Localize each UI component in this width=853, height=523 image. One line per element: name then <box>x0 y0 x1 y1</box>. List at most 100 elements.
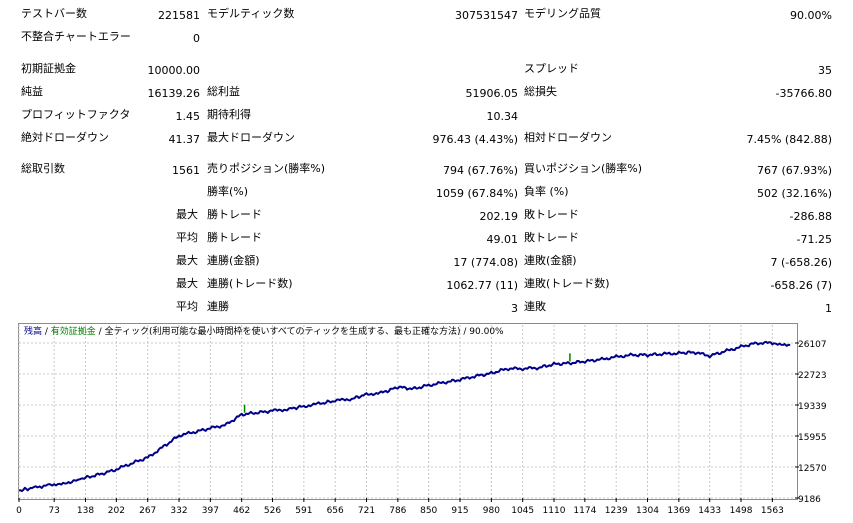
initial-deposit-label: 初期証拠金 <box>21 62 76 75</box>
average-win-value: 49.01 <box>486 233 519 246</box>
profit-factor-label: プロフィットファクタ <box>21 108 131 121</box>
x-tick-label: 267 <box>139 506 156 516</box>
profit-factor-value: 1.45 <box>175 110 201 123</box>
y-tick-label: 12570 <box>798 464 827 474</box>
x-tick-label: 591 <box>295 506 312 516</box>
x-tick-label: 721 <box>358 506 375 516</box>
max-consec-wins-label: 連勝(金額) <box>207 254 260 267</box>
balance-series-line <box>18 340 791 493</box>
max-consec-profit-label: 連勝(トレード数) <box>207 277 293 290</box>
average-prefix: 平均 <box>176 231 198 244</box>
chart-legend: 残高 / 有効証拠金 / 全ティック(利用可能な最小時間枠を使いすべてのティック… <box>24 326 504 338</box>
x-tick-label: 202 <box>108 506 125 516</box>
x-tick-label: 850 <box>420 506 437 516</box>
gross-profit-label: 総利益 <box>207 85 240 98</box>
y-tick-label: 26107 <box>798 340 827 350</box>
expected-payoff-value: 10.34 <box>486 110 519 123</box>
avg-consec-wins-label: 連勝 <box>207 300 229 313</box>
x-tick-label: 1304 <box>636 506 659 516</box>
largest-win-label: 勝トレード <box>207 208 262 221</box>
max-consec-profit-value: 1062.77 (11) <box>446 279 518 292</box>
x-tick-label: 138 <box>77 506 94 516</box>
max-drawdown-label: 最大ドローダウン <box>207 131 295 144</box>
absolute-drawdown-label: 絶対ドローダウン <box>21 131 109 144</box>
model-ticks-label: モデルティック数 <box>207 7 295 20</box>
x-tick-label: 915 <box>451 506 468 516</box>
relative-drawdown-label: 相対ドローダウン <box>524 131 612 144</box>
x-tick-label: 1433 <box>698 506 721 516</box>
loss-rate-value: 502 (32.16%) <box>756 187 832 200</box>
x-tick-label: 786 <box>389 506 406 516</box>
loss-rate-label: 負率 (%) <box>524 185 569 198</box>
x-tick-label: 1239 <box>605 506 628 516</box>
largest-win-value: 202.19 <box>479 210 519 223</box>
win-rate-value: 1059 (67.84%) <box>435 187 518 200</box>
x-tick-label: 980 <box>483 506 500 516</box>
average-loss-value: -71.25 <box>796 233 832 246</box>
model-ticks-value: 307531547 <box>455 9 518 22</box>
max-consec-wins-value: 17 (774.08) <box>453 256 518 269</box>
max-drawdown-value: 976.43 (4.43%) <box>432 133 518 146</box>
spread-label: スプレッド <box>524 62 579 75</box>
x-tick-label: 1498 <box>730 506 753 516</box>
avg-consec-losses-value: 1 <box>825 302 832 315</box>
win-rate-label: 勝率(%) <box>207 185 249 198</box>
expected-payoff-label: 期待利得 <box>207 108 251 121</box>
total-trades-label: 総取引数 <box>21 162 65 175</box>
x-tick-label: 1045 <box>511 506 534 516</box>
legend-separator: / <box>95 327 105 337</box>
total-trades-value: 1561 <box>172 164 200 177</box>
test-bars-value: 221581 <box>158 9 200 22</box>
gross-profit-value: 51906.05 <box>465 87 519 100</box>
spread-value: 35 <box>818 64 832 77</box>
legend-balance: 残高 <box>24 327 43 337</box>
short-positions-value: 794 (67.76%) <box>442 164 518 177</box>
y-tick-label: 15955 <box>798 433 827 443</box>
legend-model: 全ティック(利用可能な最小時間枠を使いすべてのティックを生成する、最も正確な方法… <box>104 327 461 337</box>
net-profit-label: 純益 <box>21 85 43 98</box>
x-tick-label: 1369 <box>667 506 690 516</box>
relative-drawdown-value: 7.45% (842.88) <box>746 133 832 146</box>
short-positions-label: 売りポジション(勝率%) <box>207 162 326 175</box>
x-tick-label: 397 <box>202 506 219 516</box>
x-tick-label: 656 <box>327 506 344 516</box>
avg-consec-prefix: 平均 <box>176 300 198 313</box>
mismatch-errors-value: 0 <box>193 32 200 45</box>
legend-separator: / <box>42 327 51 337</box>
y-tick-label: 19339 <box>798 402 827 412</box>
avg-consec-wins-value: 3 <box>511 302 518 315</box>
mismatch-errors-label: 不整合チャートエラー <box>21 30 131 43</box>
x-tick-label: 73 <box>48 506 59 516</box>
absolute-drawdown-value: 41.37 <box>168 133 201 146</box>
x-tick-label: 1563 <box>761 506 784 516</box>
max-consec-loss-label: 連敗(トレード数) <box>524 277 610 290</box>
x-tick-label: 332 <box>170 506 187 516</box>
max-consec-losses-value: 7 (-658.26) <box>770 256 832 269</box>
legend-separator: / <box>460 327 470 337</box>
largest-loss-label: 敗トレード <box>524 208 579 221</box>
max-consec-losses-label: 連敗(金額) <box>524 254 577 267</box>
gross-loss-value: -35766.80 <box>775 87 832 100</box>
y-tick-label: 22723 <box>798 371 827 381</box>
long-positions-label: 買いポジション(勝率%) <box>524 162 643 175</box>
modeling-quality-value: 90.00% <box>790 9 832 22</box>
average-loss-label: 敗トレード <box>524 231 579 244</box>
legend-equity: 有効証拠金 <box>50 327 96 337</box>
x-tick-label: 462 <box>233 506 250 516</box>
gross-loss-label: 総損失 <box>524 85 557 98</box>
y-tick-label: 9186 <box>798 495 821 505</box>
max-consec-loss-value: -658.26 (7) <box>770 279 832 292</box>
x-tick-label: 1174 <box>573 506 596 516</box>
avg-consec-losses-label: 連敗 <box>524 300 546 313</box>
max-consec-amount-prefix: 最大 <box>176 277 198 290</box>
x-tick-label: 526 <box>264 506 281 516</box>
test-bars-label: テストバー数 <box>21 7 87 20</box>
legend-quality: 90.00% <box>469 327 504 337</box>
long-positions-value: 767 (67.93%) <box>756 164 832 177</box>
modeling-quality-label: モデリング品質 <box>524 7 601 20</box>
x-tick-label: 0 <box>16 506 22 516</box>
average-win-label: 勝トレード <box>207 231 262 244</box>
largest-loss-value: -286.88 <box>789 210 832 223</box>
x-tick-label: 1110 <box>543 506 566 516</box>
